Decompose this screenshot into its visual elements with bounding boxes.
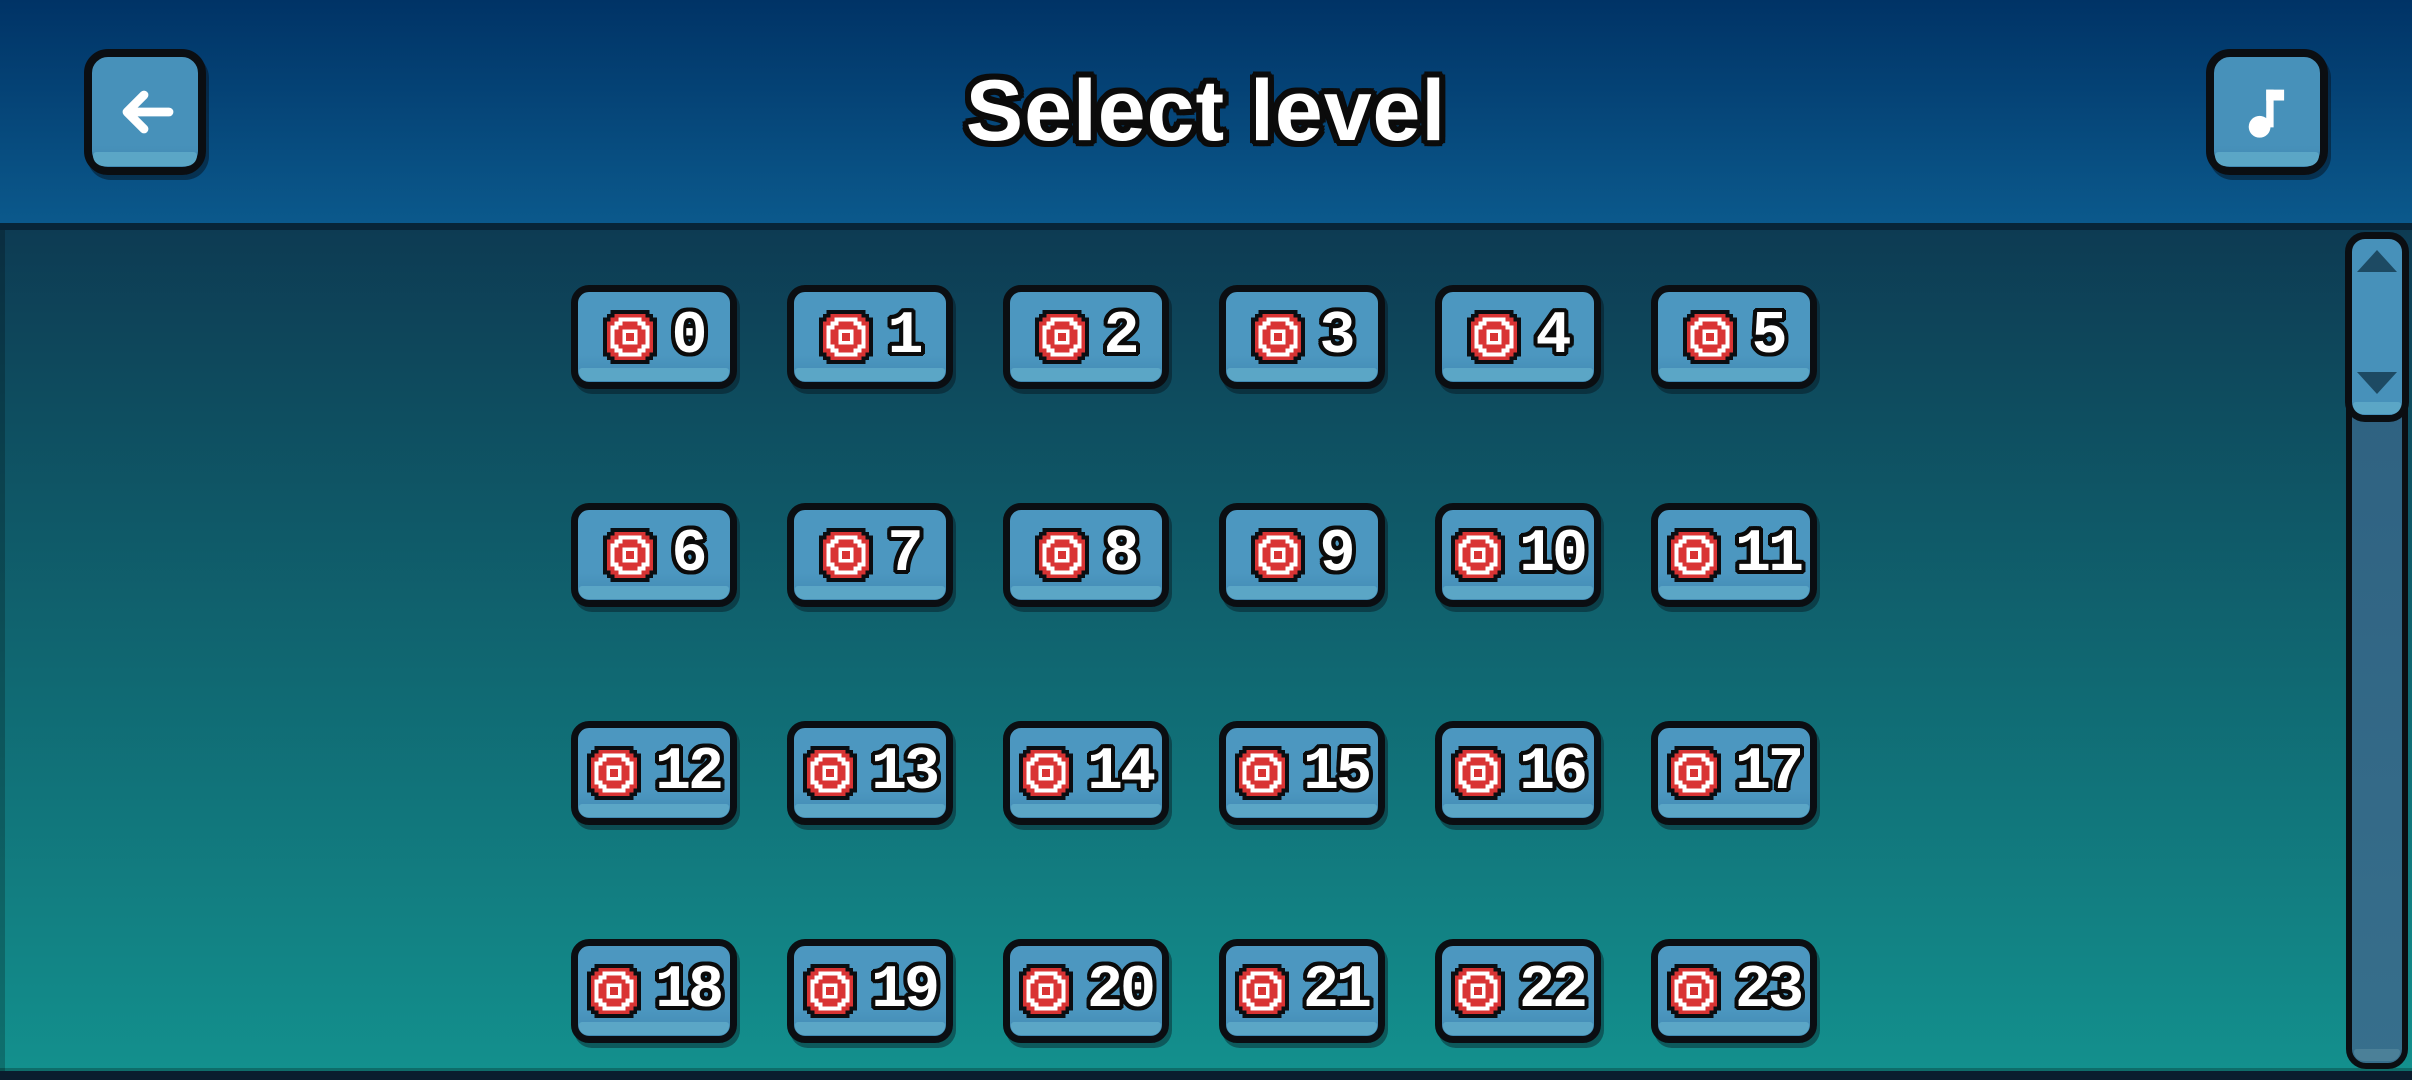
level-button-label: 4 (1535, 303, 1571, 371)
button-bevel (795, 586, 945, 599)
level-button-label: 15 (1302, 739, 1372, 807)
level-button-label: 5 (1751, 303, 1787, 371)
target-icon (1234, 746, 1289, 800)
level-button-15[interactable]: 15 (1219, 721, 1385, 825)
level-button-0[interactable]: 0 (571, 285, 737, 389)
target-icon (603, 528, 658, 582)
target-icon (1666, 746, 1721, 800)
level-button-11[interactable]: 11 (1651, 503, 1817, 607)
level-button-label: 6 (671, 521, 707, 589)
level-button-label: 17 (1734, 739, 1804, 807)
level-button-6[interactable]: 6 (571, 503, 737, 607)
target-icon (1018, 964, 1073, 1018)
scrollbar-thumb[interactable] (2345, 232, 2409, 422)
level-button-23[interactable]: 23 (1651, 939, 1817, 1043)
button-bevel (1011, 368, 1161, 381)
target-icon (1234, 964, 1289, 1018)
target-icon (1666, 964, 1721, 1018)
scrollbar (2345, 232, 2409, 1069)
level-button-16[interactable]: 16 (1435, 721, 1601, 825)
target-icon (1666, 528, 1721, 582)
target-icon (819, 528, 874, 582)
button-bevel (1227, 368, 1377, 381)
level-button-9[interactable]: 9 (1219, 503, 1385, 607)
header-bar: Select level (0, 0, 2412, 230)
level-button-label: 8 (1103, 521, 1139, 589)
thumb-bevel (2353, 402, 2401, 414)
back-button[interactable] (84, 48, 206, 175)
target-icon (1251, 310, 1306, 364)
level-button-label: 10 (1518, 521, 1588, 589)
level-button-12[interactable]: 12 (571, 721, 737, 825)
button-bevel (579, 586, 729, 599)
music-note-icon (2248, 89, 2285, 138)
level-button-label: 3 (1319, 303, 1355, 371)
target-icon (1467, 310, 1522, 364)
target-icon (1251, 528, 1306, 582)
target-icon (1450, 528, 1505, 582)
level-button-label: 20 (1086, 957, 1156, 1025)
level-button-13[interactable]: 13 (787, 721, 953, 825)
button-bevel (1443, 368, 1593, 381)
level-button-14[interactable]: 14 (1003, 721, 1169, 825)
level-button-5[interactable]: 5 (1651, 285, 1817, 389)
music-toggle-button[interactable] (2206, 48, 2328, 175)
level-button-label: 11 (1734, 521, 1804, 589)
button-bevel (1659, 368, 1809, 381)
level-button-label: 19 (870, 957, 940, 1025)
level-button-label: 21 (1302, 957, 1372, 1025)
target-icon (819, 310, 874, 364)
button-bevel (93, 151, 197, 166)
level-button-8[interactable]: 8 (1003, 503, 1169, 607)
target-icon (586, 964, 641, 1018)
level-button-1[interactable]: 1 (787, 285, 953, 389)
level-button-20[interactable]: 20 (1003, 939, 1169, 1043)
button-bevel (2215, 151, 2319, 166)
level-button-label: 12 (654, 739, 724, 807)
level-button-label: 18 (654, 957, 724, 1025)
level-button-7[interactable]: 7 (787, 503, 953, 607)
button-bevel (1011, 586, 1161, 599)
page-title: Select level (965, 63, 1447, 159)
level-grid: 0 1 2 3 4 5 6 7 8 9 10 11 12 13 14 15 16 17 18 19 20 21 22 23 (571, 285, 1817, 1043)
target-icon (1450, 964, 1505, 1018)
target-icon (1035, 310, 1090, 364)
target-icon (1450, 746, 1505, 800)
level-button-label: 23 (1734, 957, 1804, 1025)
level-button-10[interactable]: 10 (1435, 503, 1601, 607)
target-icon (586, 746, 641, 800)
target-icon (1683, 310, 1738, 364)
target-icon (802, 964, 857, 1018)
level-button-19[interactable]: 19 (787, 939, 953, 1043)
level-button-17[interactable]: 17 (1651, 721, 1817, 825)
level-button-label: 1 (887, 303, 923, 371)
level-select-panel: 0 1 2 3 4 5 6 7 8 9 10 11 12 13 14 15 16 17 18 19 20 21 22 23 (0, 230, 2412, 1080)
triangle-down-icon (2357, 372, 2397, 394)
target-icon (1035, 528, 1090, 582)
level-button-18[interactable]: 18 (571, 939, 737, 1043)
level-button-label: 2 (1103, 303, 1139, 371)
level-button-label: 7 (887, 521, 923, 589)
button-bevel (579, 368, 729, 381)
level-button-label: 13 (870, 739, 940, 807)
level-button-label: 22 (1518, 957, 1588, 1025)
level-button-label: 14 (1086, 739, 1156, 807)
level-button-2[interactable]: 2 (1003, 285, 1169, 389)
level-button-4[interactable]: 4 (1435, 285, 1601, 389)
target-icon (802, 746, 857, 800)
level-button-21[interactable]: 21 (1219, 939, 1385, 1043)
button-bevel (1227, 586, 1377, 599)
button-bevel (795, 368, 945, 381)
level-button-22[interactable]: 22 (1435, 939, 1601, 1043)
target-icon (1018, 746, 1073, 800)
level-button-label: 9 (1319, 521, 1355, 589)
level-button-3[interactable]: 3 (1219, 285, 1385, 389)
back-arrow-icon (122, 90, 174, 133)
track-bevel (2354, 1049, 2400, 1061)
target-icon (603, 310, 658, 364)
level-button-label: 16 (1518, 739, 1588, 807)
level-button-label: 0 (671, 303, 707, 371)
triangle-up-icon (2357, 250, 2397, 272)
